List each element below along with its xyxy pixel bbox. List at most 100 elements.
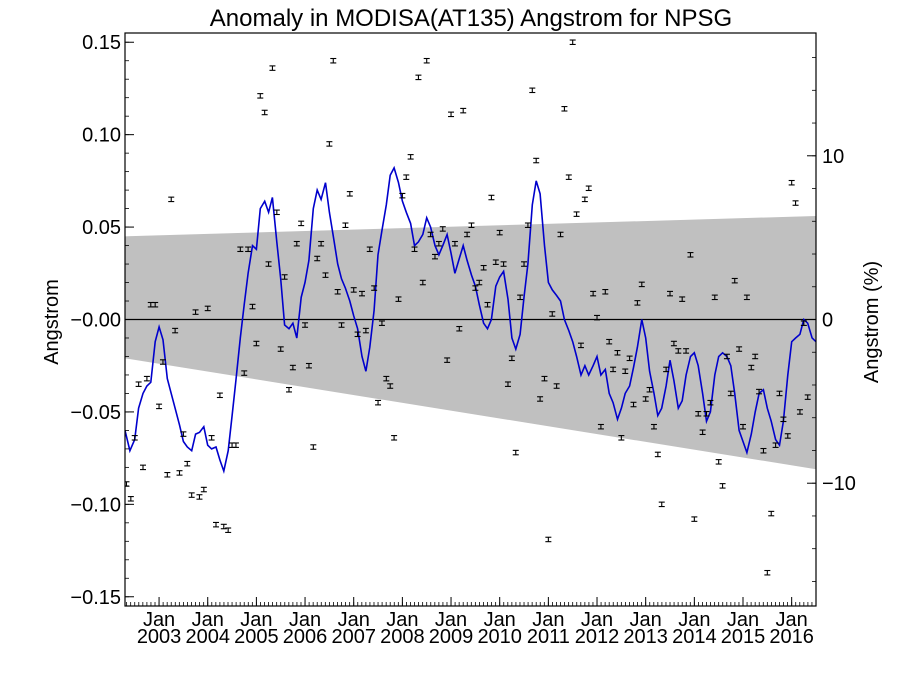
data-point — [776, 390, 783, 397]
axes-layer: −0.15 −0.10 −0.05 −0.00 0.05 0.10 0.15 −10 0 10 Ja… — [70, 32, 856, 648]
data-point — [780, 416, 787, 423]
data-point — [529, 87, 536, 94]
points-layer — [125, 39, 811, 576]
data-point — [468, 222, 475, 229]
x-tick-year-label: 2004 — [185, 626, 230, 648]
data-point — [326, 141, 333, 147]
data-point — [687, 252, 694, 258]
x-tick-year-label: 2011 — [527, 626, 570, 648]
x-tick-month-label: Jan — [581, 609, 613, 631]
data-point — [675, 348, 682, 354]
data-point — [232, 442, 239, 448]
data-point — [508, 355, 515, 362]
data-point — [626, 355, 633, 362]
data-point — [391, 435, 398, 441]
band-layer — [125, 215, 816, 470]
data-point — [703, 410, 710, 417]
data-point — [764, 569, 771, 576]
data-point — [277, 346, 284, 352]
data-point — [451, 240, 458, 247]
data-point — [448, 111, 455, 118]
data-point — [756, 388, 763, 395]
data-point — [216, 392, 223, 399]
x-tick-year-label: 2003 — [137, 626, 182, 648]
data-point — [731, 277, 738, 284]
data-point — [464, 231, 471, 238]
data-point — [772, 442, 779, 448]
data-point — [403, 174, 410, 180]
y-tick-label: −0.00 — [70, 310, 121, 332]
data-point — [358, 290, 365, 297]
x-tick-month-label: Jan — [630, 609, 662, 631]
x-tick-month-label: Jan — [289, 609, 321, 631]
data-point — [375, 399, 382, 406]
data-point — [298, 220, 305, 227]
data-point — [371, 285, 378, 291]
data-point — [314, 255, 321, 262]
smooth-line-layer — [125, 165, 816, 475]
data-point — [711, 294, 718, 301]
x-tick-month-label: Jan — [727, 609, 759, 631]
x-tick-year-label: 2010 — [477, 626, 522, 648]
y-tick-label: 0.05 — [82, 217, 121, 239]
data-point — [646, 386, 653, 393]
data-point — [484, 301, 491, 308]
data-point — [245, 246, 252, 253]
data-point — [383, 375, 390, 382]
data-point — [310, 444, 317, 450]
data-point — [318, 240, 325, 247]
data-point — [622, 368, 629, 375]
data-point — [634, 300, 641, 306]
data-point — [289, 364, 296, 371]
data-point — [488, 194, 495, 201]
data-point — [521, 261, 528, 267]
data-point — [334, 289, 341, 295]
data-point — [172, 327, 179, 334]
x-tick-year-label: 2014 — [672, 626, 717, 648]
data-point — [176, 470, 183, 476]
y2-tick-label: −10 — [822, 473, 856, 495]
data-point — [796, 409, 803, 415]
x-tick-month-label: Jan — [386, 609, 418, 631]
data-point — [444, 357, 451, 363]
data-point — [533, 157, 540, 164]
data-point — [354, 331, 361, 338]
y2-tick-label: 10 — [822, 146, 844, 168]
data-point — [285, 386, 292, 393]
data-point — [691, 516, 698, 522]
data-point — [500, 261, 507, 267]
data-point — [719, 483, 726, 489]
data-point — [249, 303, 256, 310]
data-point — [695, 410, 702, 417]
data-point — [261, 109, 268, 116]
data-point — [135, 381, 142, 387]
data-point — [638, 281, 645, 288]
data-point — [748, 364, 755, 371]
data-point — [606, 338, 613, 345]
data-point — [496, 229, 503, 236]
data-point — [565, 174, 572, 180]
x-tick-month-label: Jan — [192, 609, 224, 631]
data-point — [768, 510, 775, 517]
data-point — [196, 494, 203, 500]
data-point — [423, 57, 430, 64]
data-point — [273, 209, 280, 216]
data-point — [658, 501, 665, 508]
data-point — [561, 106, 568, 112]
data-point — [338, 322, 345, 328]
data-point — [212, 521, 219, 528]
x-tick-year-label: 2009 — [429, 626, 474, 648]
data-point — [342, 222, 349, 229]
data-point — [131, 435, 138, 441]
x-tick-month-label: Jan — [484, 609, 516, 631]
data-point — [387, 383, 394, 389]
data-point — [577, 342, 584, 349]
data-point — [168, 196, 175, 203]
data-point — [366, 246, 373, 253]
data-point — [630, 401, 637, 408]
chart-title: Anomaly in MODISA(AT135) Angstrom for NP… — [210, 5, 732, 32]
y-tick-label: −0.10 — [70, 494, 121, 516]
data-point — [517, 294, 524, 301]
data-point — [541, 375, 548, 382]
